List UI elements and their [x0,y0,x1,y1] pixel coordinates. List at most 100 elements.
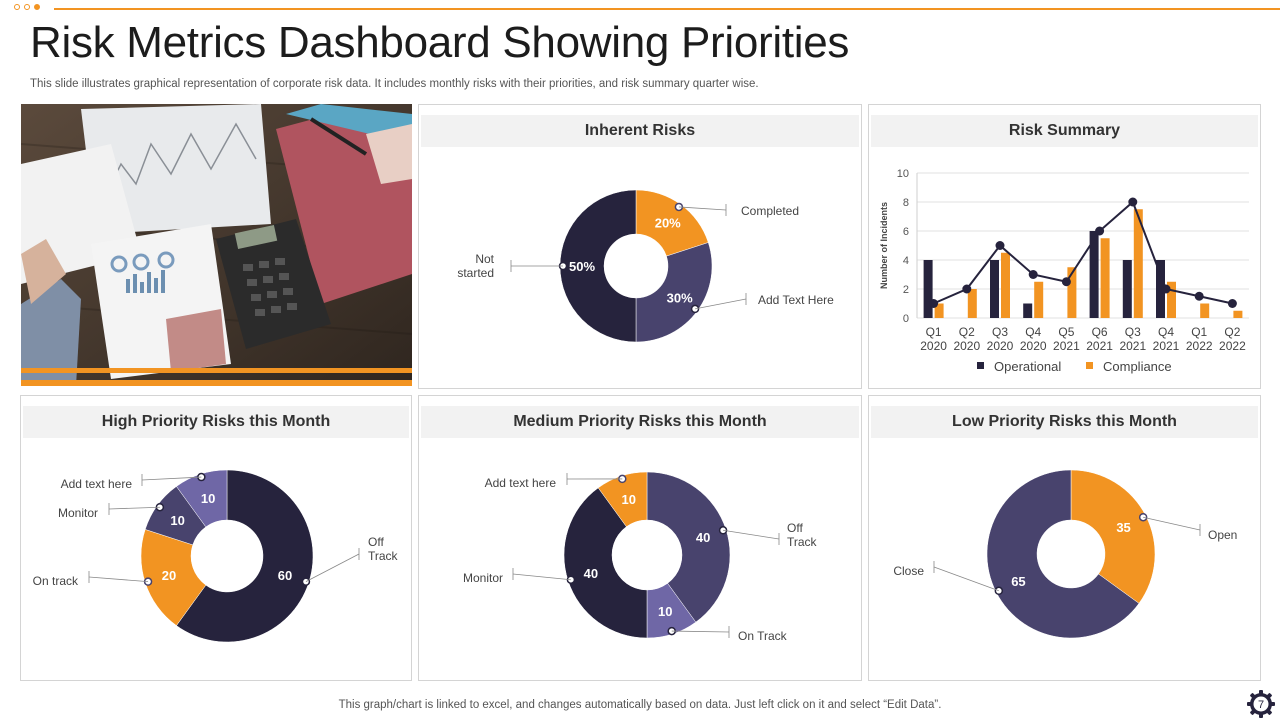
gear-icon: 7 [1247,690,1275,718]
bar-operational[interactable] [1089,231,1099,318]
x-tick-label: 2020 [920,339,947,353]
legend-label: Off [787,521,803,535]
legend-label: Track [368,549,399,563]
bar-operational[interactable] [1156,260,1165,318]
page-number: 7 [1258,699,1264,711]
bar-compliance[interactable] [1200,303,1210,319]
low-priority-chart[interactable]: 35 Open 65 Close [869,396,1262,682]
trend-point[interactable] [1227,299,1237,308]
data-label: 35 [1116,520,1130,535]
callout-line [512,573,571,581]
y-tick-label: 8 [903,197,909,209]
inherent-risks-chart[interactable]: 20% Completed 30% Add Text Here 50% Notstarte… [419,105,863,390]
y-tick-label: 2 [903,284,909,296]
x-tick-label: 2020 [1020,339,1047,353]
inherent-risks-panel: Inherent Risks 20% Completed 30% Add Text H… [418,104,862,389]
legend-swatch [977,362,984,369]
page-number-badge: 7 [1246,689,1276,719]
x-tick-label: Q1 [926,325,942,339]
pie-slice-not-started[interactable] [559,189,637,343]
bar-compliance[interactable] [1067,267,1077,318]
pie-slice-add-text-here[interactable] [635,242,713,343]
pie-slice-off-track[interactable] [176,469,314,643]
callout-line [305,553,360,583]
data-label: 65 [1011,574,1025,589]
pie-slice-open[interactable] [1070,469,1156,604]
y-tick-label: 4 [903,255,909,267]
bar-operational[interactable] [1122,260,1132,318]
trend-point[interactable] [1194,291,1204,301]
bar-operational[interactable] [1023,303,1033,319]
pie-slice-monitor[interactable] [563,487,648,639]
legend-label: Track [787,535,818,549]
inherent-risks-title: Inherent Risks [421,115,859,147]
x-tick-label: 2022 [1186,339,1213,353]
trend-point[interactable] [929,299,939,308]
legend-label: On Track [738,629,788,643]
trend-point[interactable] [1095,226,1105,236]
x-tick-label: Q4 [1158,325,1174,339]
trend-point[interactable] [995,241,1005,250]
trend-point[interactable] [1028,270,1038,279]
data-label: 50% [569,259,595,274]
data-label: 30% [667,291,693,306]
legend-label: started [457,266,494,280]
pie-slice-completed[interactable] [635,189,709,257]
footer-note: This graph/chart is linked to excel, and… [338,699,942,711]
data-label: 10 [201,491,215,506]
callout-line [694,298,747,310]
low-priority-title: Low Priority Risks this Month [871,406,1258,438]
y-tick-label: 6 [903,226,909,238]
bar-operational[interactable] [923,260,933,318]
decorative-dots [14,4,40,10]
callout-line [1143,516,1201,531]
page-subtitle: This slide illustrates graphical represe… [30,78,759,90]
legend-label: Completed [741,204,799,218]
bar-compliance[interactable] [1167,281,1176,318]
trend-point[interactable] [1128,197,1138,207]
callout-dot [994,586,1004,596]
bar-compliance[interactable] [1133,209,1143,318]
bar-operational[interactable] [990,260,999,318]
data-label: 10 [170,513,184,528]
callout-dot [718,526,728,535]
legend-swatch [1086,362,1093,369]
legend-label: Monitor [463,571,503,585]
callout-line [88,576,149,583]
data-label: 60 [278,568,292,583]
x-tick-label: 2021 [1153,339,1180,353]
x-tick-label: Q6 [1092,325,1108,339]
bar-compliance[interactable] [1100,238,1110,318]
pie-slice-close[interactable] [986,469,1140,639]
x-tick-label: 2021 [1119,339,1146,353]
legend-label: On track [33,574,79,588]
bar-compliance[interactable] [1001,252,1010,318]
data-label: 40 [696,530,710,545]
bar-compliance[interactable] [967,289,977,318]
x-tick-label: Q2 [1224,325,1240,339]
y-tick-label: 10 [897,168,909,180]
trend-point[interactable] [1061,277,1071,287]
legend-label: Operational [994,359,1061,374]
bar-compliance[interactable] [1233,310,1243,318]
legend-label: Monitor [58,506,98,520]
trend-line [933,200,1233,305]
bar-compliance[interactable] [1034,281,1044,318]
x-tick-label: Q3 [992,325,1008,339]
legend-label: Off [368,535,384,549]
callout-dot [301,577,311,586]
trend-point[interactable] [1161,284,1171,294]
bar-compliance[interactable] [934,303,944,319]
x-tick-label: Q5 [1058,325,1074,339]
pie-slice-add-text-here[interactable] [597,471,648,528]
callout-line [723,529,780,540]
pie-slice-off-track[interactable] [646,471,731,623]
y-tick-label: 0 [903,313,909,325]
legend-label: Compliance [1103,359,1172,374]
trend-point[interactable] [962,284,972,294]
pie-slice-add-text-here[interactable] [176,469,228,528]
desk-photo-image [21,104,412,386]
